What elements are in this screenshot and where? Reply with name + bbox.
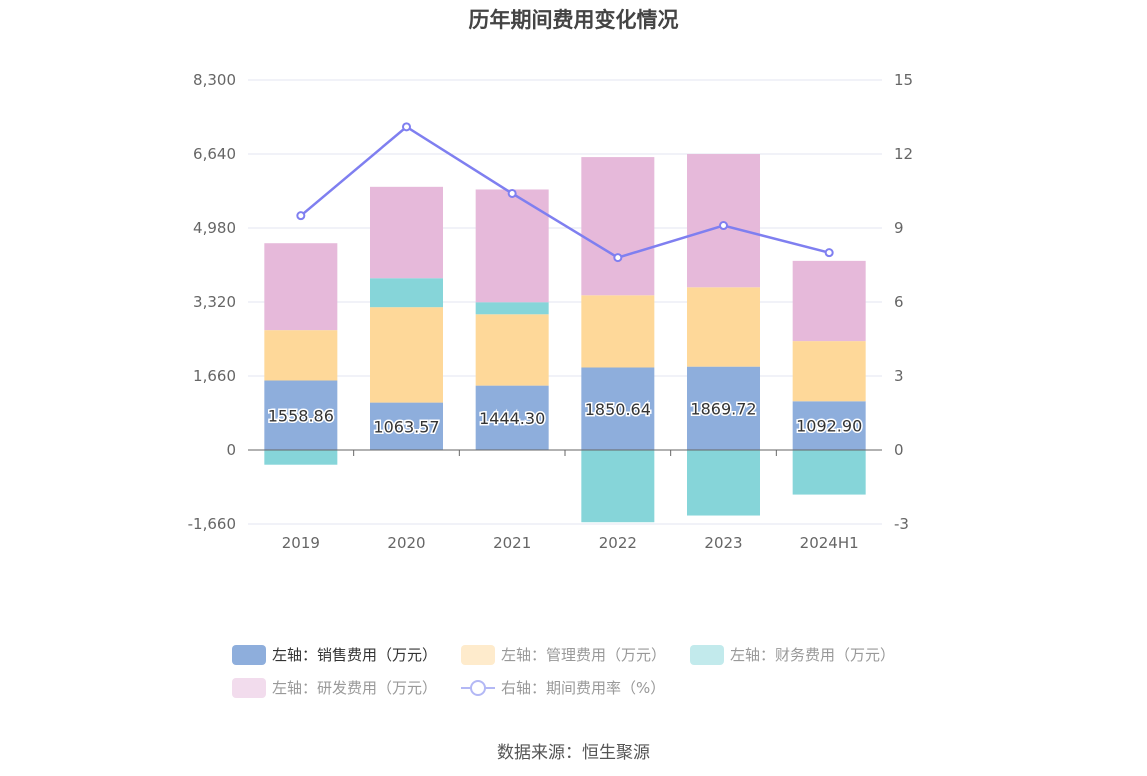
legend-label-mgmt: 左轴：管理费用（万元）: [501, 646, 667, 664]
left-axis-tick-label: -1,660: [188, 515, 236, 533]
legend-label-rd: 左轴：研发费用（万元）: [272, 679, 438, 697]
sales-data-label: 1092.90: [796, 417, 862, 436]
legend-item-rate[interactable]: 右轴：期间费用率（%）: [461, 677, 665, 698]
rate-point: [824, 248, 834, 258]
left-axis-tick-label: 0: [226, 441, 236, 459]
chart-title: 历年期间费用变化情况: [468, 8, 679, 32]
legend-swatch-rate: [461, 678, 496, 698]
bar-mgmt: [581, 295, 655, 368]
left-axis-tick-label: 6,640: [193, 145, 236, 163]
left-axis-tick-label: 1,660: [193, 367, 236, 385]
bar-sales: [264, 380, 338, 450]
bar-rd: [792, 260, 866, 342]
bar-mgmt: [264, 330, 338, 381]
right-axis-tick-label: 0: [894, 441, 904, 459]
x-axis-tick-label: 2020: [387, 534, 425, 552]
bar-sales: [687, 366, 760, 450]
rate-line: [300, 125, 830, 259]
right-axis-tick-label: 15: [894, 71, 913, 89]
bar-mgmt: [687, 287, 760, 367]
bar-finance: [687, 450, 760, 516]
x-axis-tick-label: 2021: [493, 534, 531, 552]
bar-rd: [475, 189, 549, 303]
x-axis-tick-label: 2023: [704, 534, 742, 552]
sales-data-label: 1063.57: [373, 417, 439, 436]
chart-plot: 8,300 15 6,640 12 4,980 9 3,320 6 1,660 3 0 0 -1,660…: [188, 71, 913, 552]
bar-rd: [264, 243, 338, 331]
bar-finance: [370, 278, 443, 308]
bar-sales: [792, 401, 866, 450]
x-axis-tick-label: 2024H1: [800, 534, 859, 552]
rate-point: [613, 253, 623, 263]
legend-item-finance[interactable]: 左轴：财务费用（万元）: [690, 644, 895, 665]
legend-swatch-finance: [690, 644, 725, 665]
legend-swatch-rd: [232, 677, 266, 698]
legend-item-mgmt[interactable]: 左轴：管理费用（万元）: [461, 644, 666, 665]
right-axis-tick-label: -3: [894, 515, 909, 533]
sales-data-label: 1444.30: [479, 409, 545, 428]
bar-finance: [264, 450, 338, 465]
legend-item-rd[interactable]: 左轴：研发费用（万元）: [232, 677, 437, 698]
legend-item-sales[interactable]: 左轴：销售费用（万元）: [232, 644, 437, 665]
bar-mgmt: [792, 341, 866, 402]
rate-point: [296, 211, 306, 221]
rate-point: [507, 188, 517, 198]
legend-swatch-mgmt: [461, 644, 496, 665]
rate-point: [402, 122, 411, 132]
sales-data-label: 1558.86: [268, 406, 334, 425]
bar-finance: [475, 302, 549, 315]
bar-sales: [370, 402, 443, 450]
legend: 左轴：销售费用（万元） 左轴：管理费用（万元） 左轴：财务费用（万元） 左轴：研…: [232, 638, 932, 704]
left-axis-tick-label: 4,980: [193, 219, 236, 237]
legend-swatch-sales: [232, 644, 266, 665]
right-axis-tick-label: 9: [894, 219, 904, 237]
bar-sales: [581, 367, 655, 450]
right-axis-tick-label: 12: [894, 145, 913, 163]
legend-label-finance: 左轴：财务费用（万元）: [730, 646, 896, 664]
bar-finance: [792, 450, 866, 495]
rate-point: [719, 221, 728, 231]
right-axis-tick-label: 3: [894, 367, 904, 385]
x-axis-tick-label: 2022: [599, 534, 637, 552]
x-axis-tick-label: 2019: [282, 534, 320, 552]
right-axis-tick-label: 6: [894, 293, 904, 311]
sales-data-label: 1850.64: [585, 400, 651, 419]
data-source: 数据来源：恒生聚源: [497, 743, 650, 763]
sales-data-label: 1869.72: [690, 399, 756, 418]
left-axis-tick-label: 3,320: [193, 293, 236, 311]
left-axis-tick-label: 8,300: [193, 71, 236, 89]
bar-finance: [581, 450, 655, 523]
legend-label-sales: 左轴：销售费用（万元）: [272, 646, 438, 664]
bar-sales: [475, 385, 549, 450]
legend-label-rate: 右轴：期间费用率（%）: [501, 679, 666, 697]
bar-rd: [687, 154, 760, 288]
bar-rd: [581, 157, 655, 296]
bar-mgmt: [475, 314, 549, 386]
bar-rd: [370, 186, 443, 279]
bar-mgmt: [370, 307, 443, 403]
